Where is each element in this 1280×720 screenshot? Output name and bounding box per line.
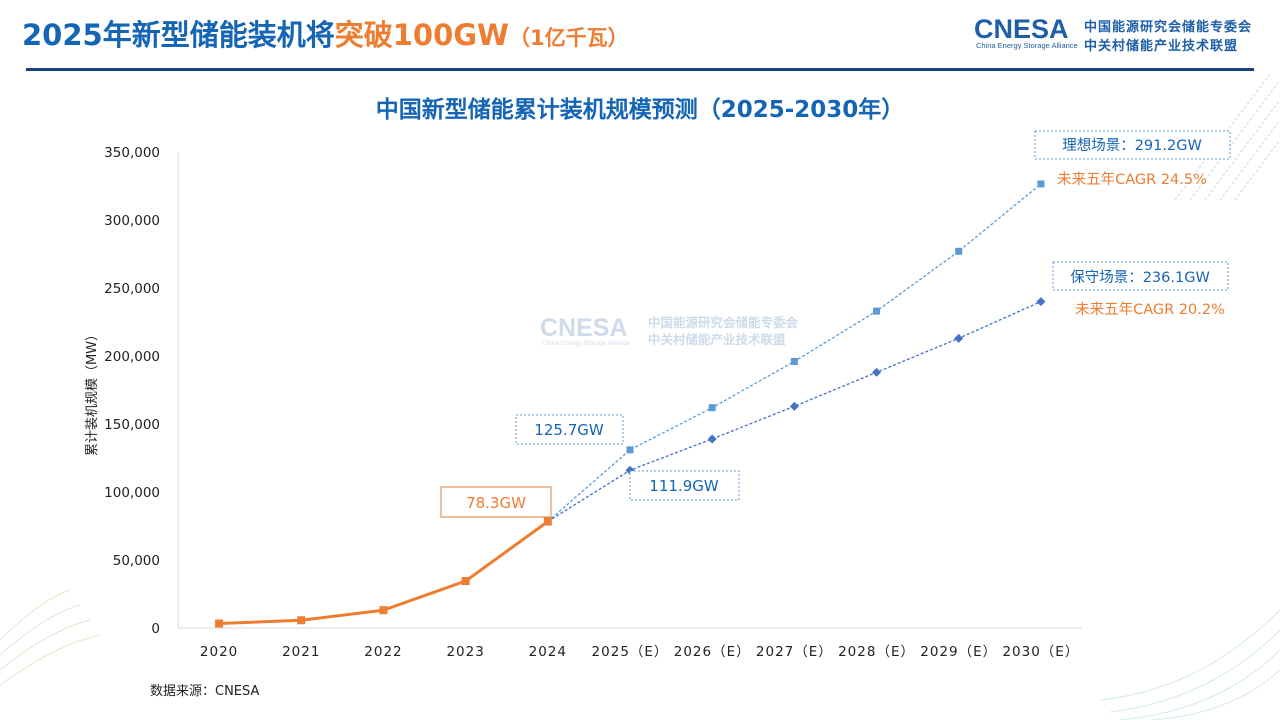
cons-cagr-label: 未来五年CAGR 20.2% bbox=[1075, 301, 1225, 318]
callout-cons-total: 保守场景：236.1GW 未来五年CAGR 20.2% bbox=[1052, 261, 1229, 318]
series-line-ideal bbox=[547, 183, 1042, 523]
x-tick-label: 2025（E） bbox=[592, 644, 669, 660]
cons-total-box bbox=[1052, 261, 1229, 291]
data-point bbox=[873, 307, 881, 315]
x-axis: 2020 2021 2022 2023 2024 2025（E） 2026（E） 2027（E… bbox=[200, 644, 1079, 660]
cnesa-watermark: CNESA China Energy Storage Alliance 中国能源… bbox=[540, 314, 799, 347]
header-divider bbox=[26, 68, 1254, 71]
x-tick-label: 2029（E） bbox=[920, 644, 997, 660]
y-tick-label: 50,000 bbox=[113, 553, 160, 569]
data-point bbox=[215, 619, 224, 628]
data-point bbox=[626, 446, 634, 454]
callout-2025-cons: 111.9GW bbox=[629, 470, 740, 501]
x-tick-label: 2024 bbox=[529, 644, 567, 660]
cnesa-logo: CNESA China Energy Storage Alliance 中国能源… bbox=[974, 14, 1264, 54]
data-point bbox=[954, 333, 964, 343]
ideal-total-box bbox=[1034, 130, 1231, 160]
decor-curves-bottom-left bbox=[0, 589, 101, 686]
callout-2025-ideal: 125.7GW bbox=[515, 414, 624, 445]
watermark-english: China Energy Storage Alliance bbox=[542, 340, 631, 347]
data-point bbox=[297, 616, 306, 625]
callout-2025-ideal-label: 125.7GW bbox=[534, 421, 604, 439]
watermark-wordmark: CNESA bbox=[540, 314, 628, 342]
data-point bbox=[872, 367, 882, 377]
data-point bbox=[461, 577, 470, 586]
data-point bbox=[790, 357, 798, 365]
y-axis: 0 50,000 100,000 150,000 200,000 250,000 300,0… bbox=[104, 145, 160, 637]
ideal-total-label: 理想场景：291.2GW bbox=[1062, 137, 1202, 154]
callout-2025-cons-label: 111.9GW bbox=[649, 477, 719, 495]
callout-2025-cons-box bbox=[629, 470, 740, 501]
x-tick-label: 2020 bbox=[200, 644, 238, 660]
x-tick-label: 2030（E） bbox=[1002, 644, 1079, 660]
logo-cn-line2: 中关村储能产业技术联盟 bbox=[1084, 39, 1239, 54]
logo-cn-line1: 中国能源研究会储能专委会 bbox=[1084, 20, 1253, 35]
x-tick-label: 2023 bbox=[446, 644, 484, 660]
watermark-cn1: 中国能源研究会储能专委会 bbox=[648, 315, 799, 330]
decor-curves-bottom-right bbox=[1099, 609, 1280, 720]
logo-wordmark: CNESA bbox=[974, 14, 1069, 44]
callout-2025-ideal-box bbox=[515, 414, 624, 445]
callout-2024-label: 78.3GW bbox=[466, 494, 526, 512]
source-note: 数据来源：CNESA bbox=[150, 684, 260, 699]
data-point bbox=[379, 606, 388, 615]
ideal-cagr-label: 未来五年CAGR 24.5% bbox=[1057, 171, 1207, 188]
series-layer bbox=[215, 180, 1046, 628]
page-title: 2025年新型储能装机将突破100GW（1亿千瓦） bbox=[22, 12, 629, 54]
y-tick-label: 150,000 bbox=[104, 417, 160, 433]
callout-2024-box bbox=[440, 486, 552, 518]
y-tick-label: 300,000 bbox=[104, 213, 160, 229]
x-tick-label: 2027（E） bbox=[756, 644, 833, 660]
y-tick-label: 250,000 bbox=[104, 281, 160, 297]
data-point bbox=[1036, 297, 1046, 307]
data-point bbox=[789, 401, 799, 411]
y-tick-label: 350,000 bbox=[104, 145, 160, 161]
logo-english: China Energy Storage Alliance bbox=[976, 41, 1078, 50]
y-axis-label: 累计装机规模（MW） bbox=[85, 328, 100, 456]
x-tick-label: 2028（E） bbox=[838, 644, 915, 660]
y-tick-label: 200,000 bbox=[104, 349, 160, 365]
data-point bbox=[543, 517, 552, 526]
watermark-cn2: 中关村储能产业技术联盟 bbox=[648, 332, 786, 347]
data-point bbox=[707, 434, 717, 444]
cons-total-label: 保守场景：236.1GW bbox=[1070, 269, 1210, 286]
title-part1: 2025年新型储能装机将 bbox=[22, 18, 335, 52]
decor-stripes-top-right bbox=[1174, 73, 1280, 201]
title-sub: （1亿千瓦） bbox=[509, 26, 629, 50]
y-tick-label: 100,000 bbox=[104, 485, 160, 501]
callout-ideal-total: 理想场景：291.2GW 未来五年CAGR 24.5% bbox=[1034, 130, 1231, 188]
data-point bbox=[1037, 180, 1045, 188]
title-highlight: 突破100GW bbox=[334, 18, 510, 52]
callout-2024: 78.3GW bbox=[440, 486, 552, 518]
data-point bbox=[955, 247, 963, 255]
x-tick-label: 2021 bbox=[282, 644, 320, 660]
y-tick-label: 0 bbox=[151, 621, 160, 637]
x-tick-label: 2022 bbox=[364, 644, 402, 660]
chart-title: 中国新型储能累计装机规模预测（2025-2030年） bbox=[376, 96, 905, 123]
x-tick-label: 2026（E） bbox=[674, 644, 751, 660]
data-point bbox=[708, 404, 716, 412]
